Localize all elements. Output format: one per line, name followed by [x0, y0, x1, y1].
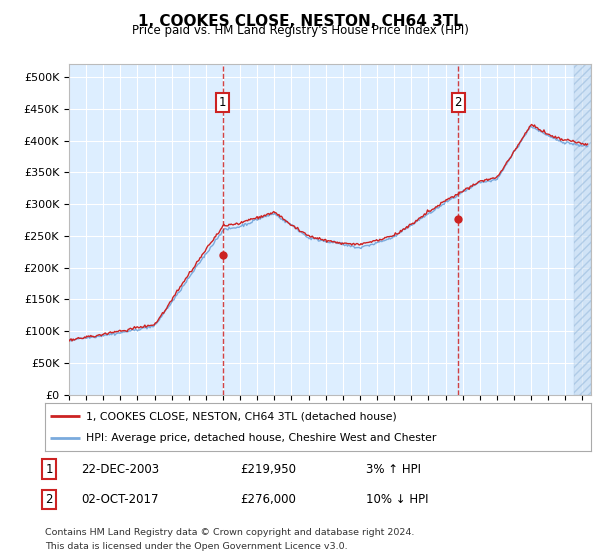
Text: 1, COOKES CLOSE, NESTON, CH64 3TL: 1, COOKES CLOSE, NESTON, CH64 3TL — [137, 14, 463, 29]
Text: 22-DEC-2003: 22-DEC-2003 — [81, 463, 159, 476]
Text: This data is licensed under the Open Government Licence v3.0.: This data is licensed under the Open Gov… — [45, 542, 347, 550]
Text: 2: 2 — [455, 96, 462, 109]
Text: £219,950: £219,950 — [240, 463, 296, 476]
Text: Contains HM Land Registry data © Crown copyright and database right 2024.: Contains HM Land Registry data © Crown c… — [45, 528, 415, 536]
Text: 1, COOKES CLOSE, NESTON, CH64 3TL (detached house): 1, COOKES CLOSE, NESTON, CH64 3TL (detac… — [86, 411, 397, 421]
Text: 02-OCT-2017: 02-OCT-2017 — [81, 493, 158, 506]
Text: 10% ↓ HPI: 10% ↓ HPI — [366, 493, 428, 506]
Text: 1: 1 — [46, 463, 53, 476]
Text: 2: 2 — [46, 493, 53, 506]
Text: £276,000: £276,000 — [240, 493, 296, 506]
Bar — [574, 64, 591, 395]
Text: 1: 1 — [219, 96, 226, 109]
Text: HPI: Average price, detached house, Cheshire West and Chester: HPI: Average price, detached house, Ches… — [86, 433, 436, 443]
Text: 3% ↑ HPI: 3% ↑ HPI — [366, 463, 421, 476]
Text: Price paid vs. HM Land Registry's House Price Index (HPI): Price paid vs. HM Land Registry's House … — [131, 24, 469, 37]
